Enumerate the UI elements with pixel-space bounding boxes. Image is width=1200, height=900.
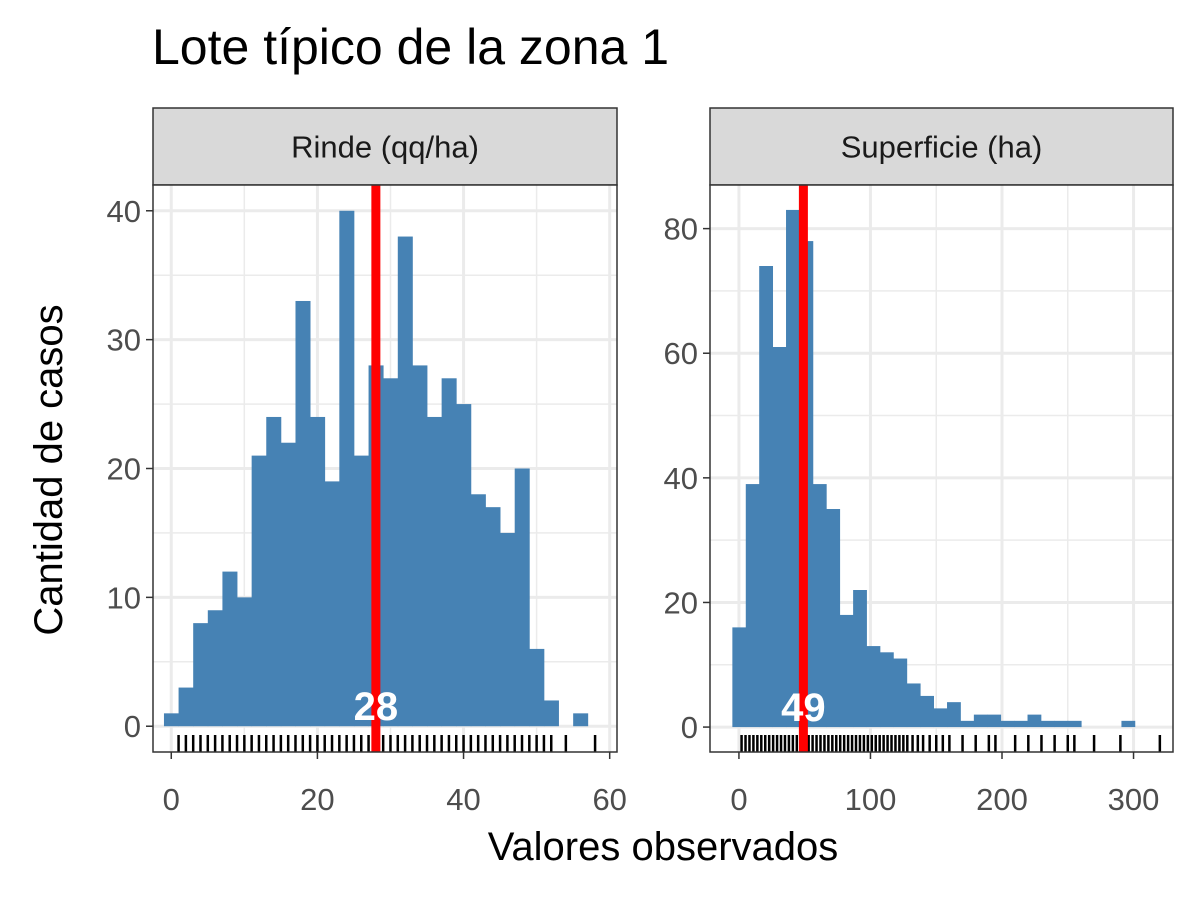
histogram-bar: [1027, 714, 1042, 728]
histogram-bar: [178, 687, 194, 727]
histogram-bar: [163, 713, 179, 727]
histogram-bar: [514, 468, 530, 727]
histogram-bar: [826, 509, 841, 728]
histogram-bar: [324, 481, 340, 727]
histogram-bar: [266, 416, 282, 727]
histogram-bar: [920, 695, 935, 728]
facet-panel-1: Rinde (qq/ha) 28 0 20 40 60 0 10 20 30 40: [107, 107, 627, 817]
histogram-bar: [470, 494, 486, 727]
y-tick-label: 40: [107, 194, 141, 229]
histogram-bar: [879, 652, 894, 728]
histogram-bar: [500, 532, 516, 727]
histogram-bar: [427, 416, 443, 727]
histogram-bar: [786, 209, 800, 728]
histogram-bar: [573, 713, 589, 727]
x-axis-title: Valores observados: [488, 825, 839, 869]
histogram-bar: [1121, 720, 1136, 728]
rug-marks: [177, 735, 597, 752]
histogram-bar: [732, 627, 747, 728]
x-tick-label: 300: [1108, 782, 1160, 817]
y-axis-title: Cantidad de casos: [27, 304, 71, 635]
y-tick-label: 30: [107, 323, 141, 358]
histogram-bar: [839, 614, 854, 728]
histogram-bar: [339, 210, 355, 727]
histogram-bar: [310, 416, 326, 727]
y-tick-label: 0: [681, 710, 698, 745]
histogram-bar: [207, 610, 223, 727]
histogram-bar: [383, 378, 399, 727]
histogram-bar: [397, 236, 413, 727]
histogram-bar: [933, 708, 948, 728]
y-tick-label: 80: [664, 212, 698, 247]
y-tick-label: 10: [107, 580, 141, 615]
panels-layer: Rinde (qq/ha)280 20 40 60010203040Superfici…: [107, 107, 1174, 817]
histogram-bar: [973, 714, 988, 728]
y-tick-label: 20: [107, 452, 141, 487]
histogram-bar: [1000, 720, 1015, 728]
histogram-bar: [812, 484, 827, 728]
histogram-bar: [295, 300, 311, 727]
histogram-bar: [280, 442, 296, 727]
histogram-bar: [251, 455, 267, 727]
y-tick-label: 60: [664, 336, 698, 371]
histogram-bar: [412, 365, 428, 727]
x-tick-label: 0: [730, 782, 747, 817]
histogram-bar: [947, 702, 961, 728]
histogram-bar: [543, 700, 559, 727]
facet-strip: [152, 107, 618, 186]
histogram-bar: [353, 455, 369, 727]
histogram-bar: [745, 484, 760, 728]
facet-strip: [709, 107, 1174, 186]
y-tick-label: 40: [664, 461, 698, 496]
histogram-bar: [222, 571, 238, 727]
histogram-bar: [456, 404, 472, 727]
x-tick-label: 100: [845, 782, 897, 817]
median-label: 28: [354, 685, 399, 729]
x-tick-label: 40: [446, 782, 480, 817]
histogram-bar: [960, 720, 975, 728]
facet-strip-label: Rinde (qq/ha): [291, 130, 479, 165]
panel-border: [709, 184, 1174, 753]
y-tick-label: 0: [124, 709, 141, 744]
x-tick-label: 0: [163, 782, 180, 817]
histogram-bar: [1040, 720, 1055, 728]
histogram-bar: [853, 590, 867, 728]
histogram-bar: [759, 266, 774, 728]
facet-panel-2: Superficie (ha) 49 0 100 200 300 0 20 40 60 80: [664, 107, 1174, 817]
chart-title: Lote típico de la zona 1: [152, 19, 670, 75]
x-tick-label: 20: [300, 782, 334, 817]
histogram-bar: [1014, 720, 1028, 728]
histogram-bar: [193, 623, 209, 727]
histogram-bar: [485, 507, 501, 727]
histogram-bar: [1067, 720, 1082, 728]
histogram-bar: [1054, 720, 1069, 728]
facet-strip-label: Superficie (ha): [841, 130, 1043, 165]
x-tick-label: 200: [976, 782, 1028, 817]
y-tick-label: 20: [664, 585, 698, 620]
histogram-bar: [866, 646, 881, 728]
histogram-bar: [237, 597, 253, 727]
histogram-bars: [732, 209, 1136, 728]
histogram-bar: [906, 683, 921, 728]
histogram-bar: [772, 347, 787, 728]
histogram-bar: [441, 378, 457, 727]
histogram-bar: [987, 714, 1002, 728]
histogram-bar: [893, 658, 908, 728]
x-tick-label: 60: [592, 782, 626, 817]
histogram-bar: [529, 648, 545, 727]
median-label: 49: [781, 686, 826, 730]
